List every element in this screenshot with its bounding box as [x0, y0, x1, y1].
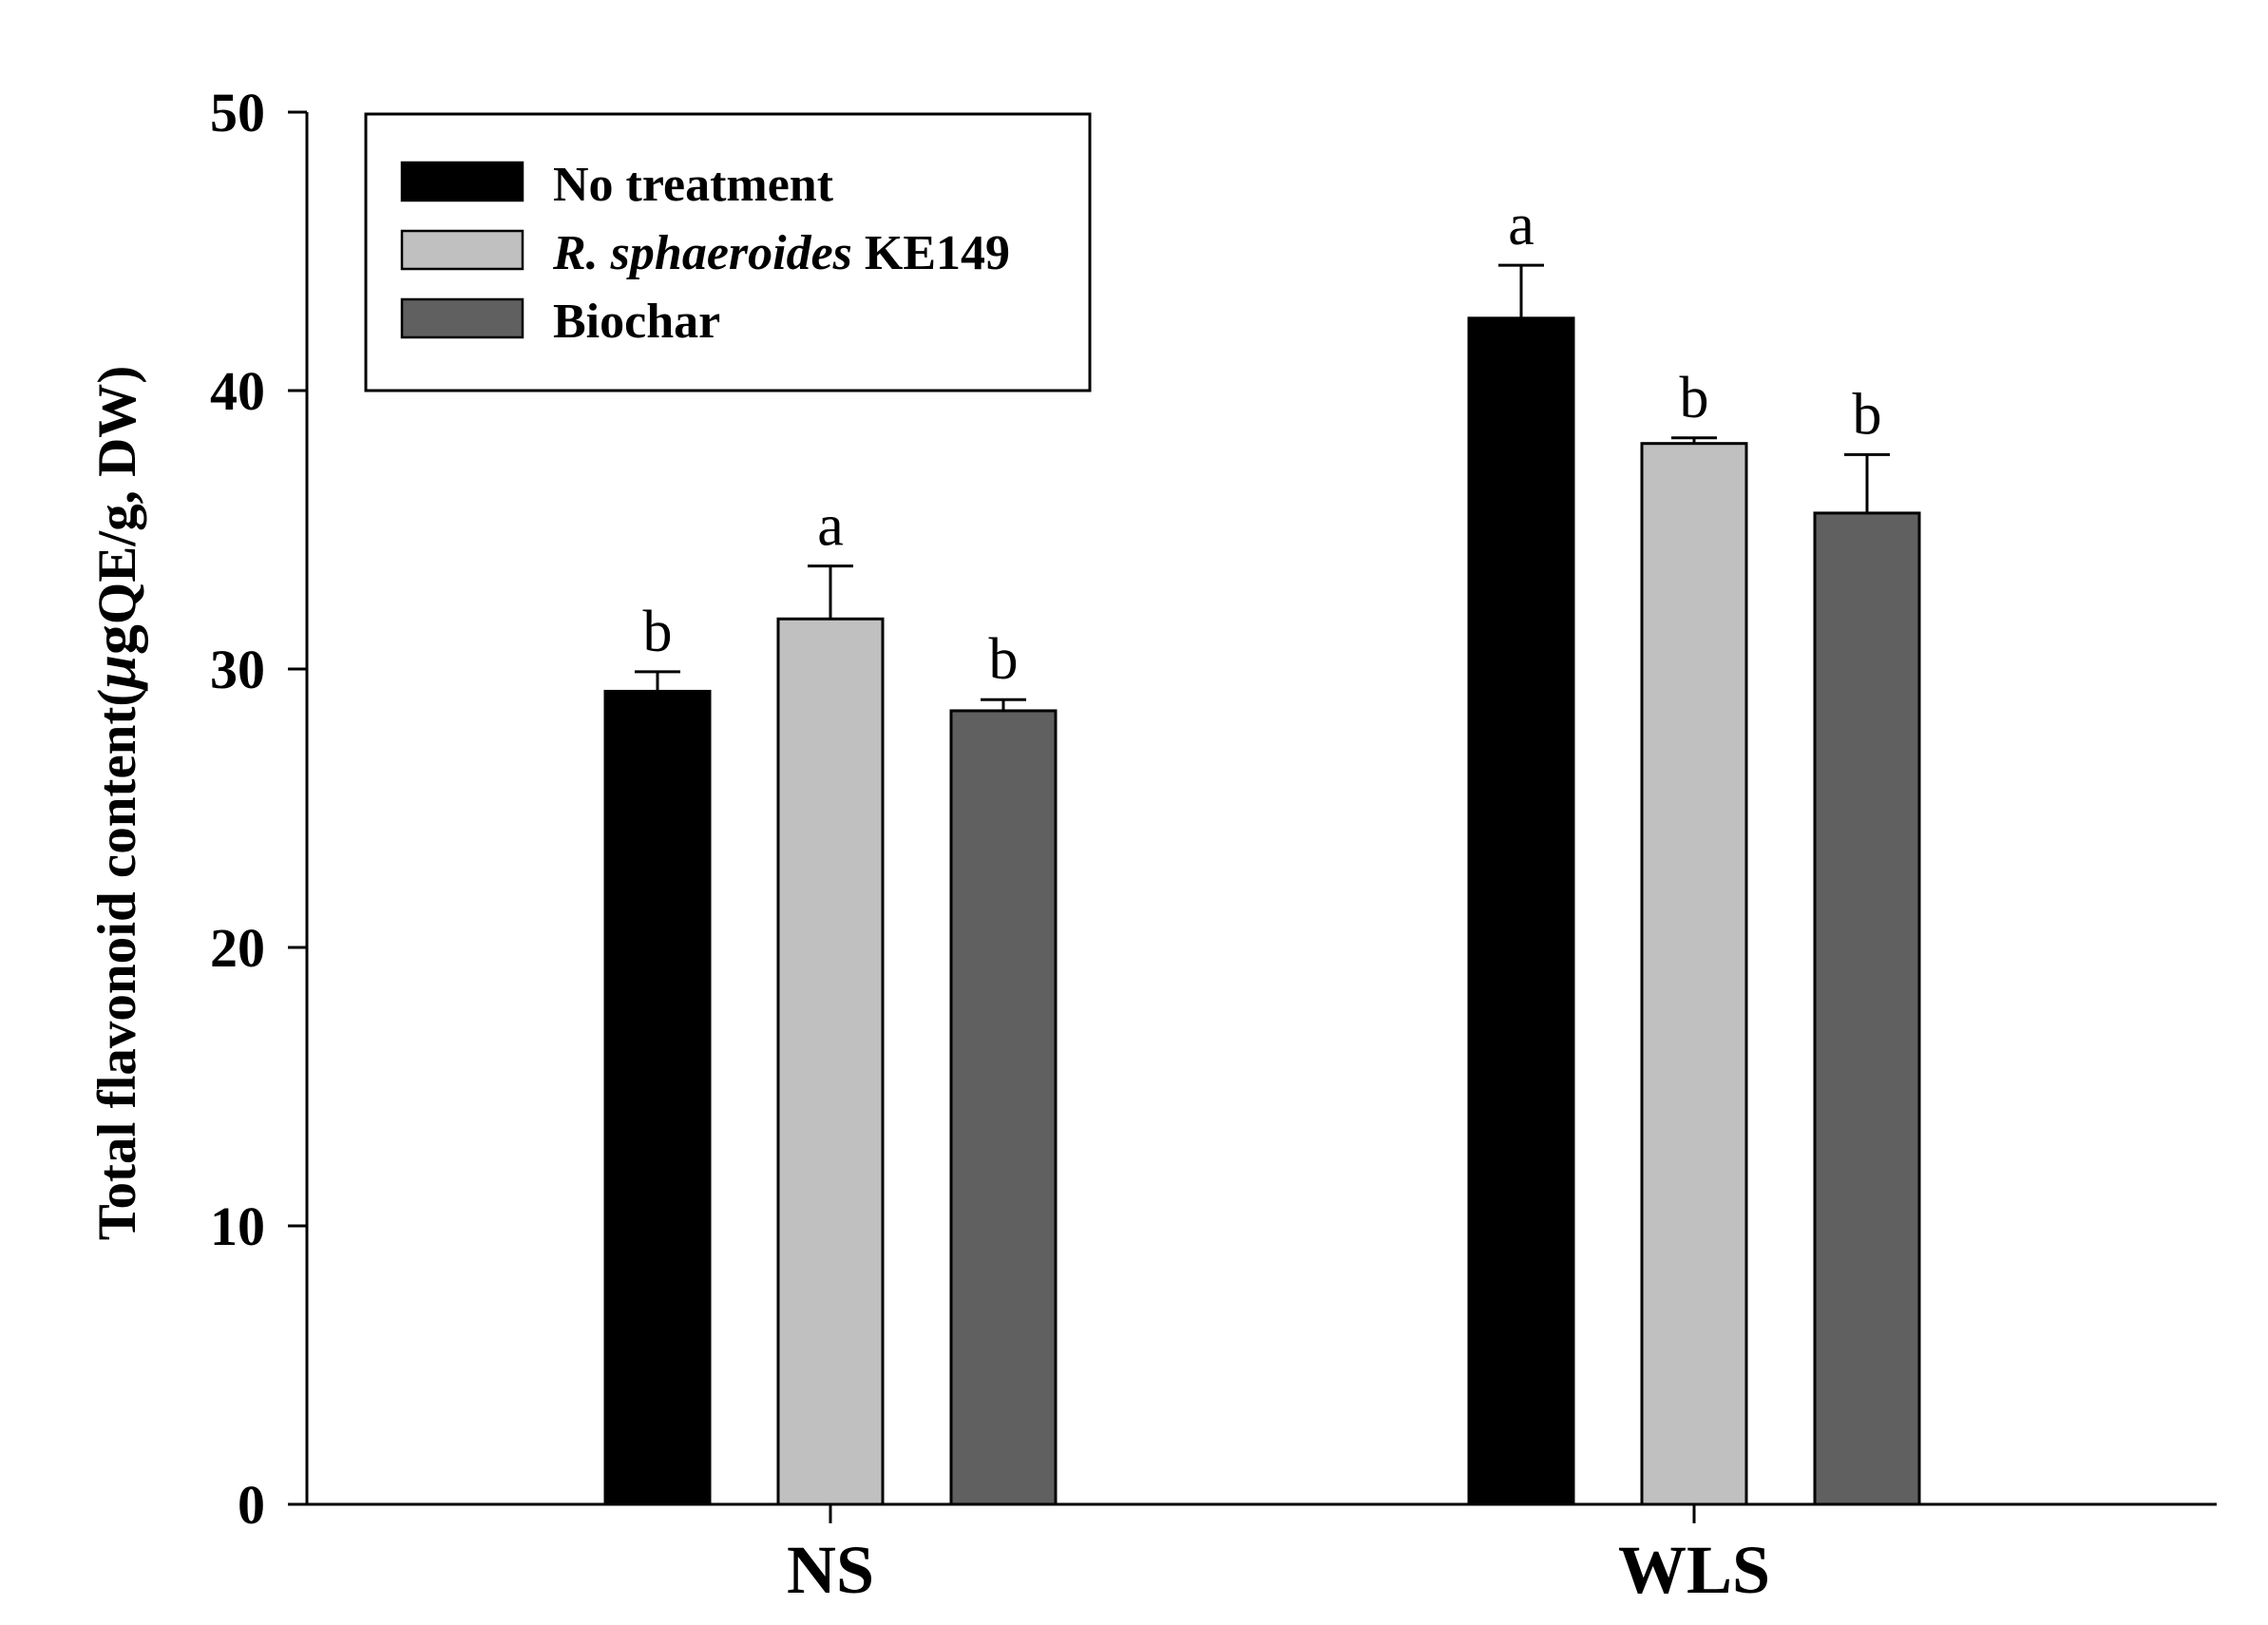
significance-label: a: [817, 494, 844, 559]
y-tick-label: 30: [210, 639, 265, 700]
legend-swatch-r-sphaeroides: [400, 229, 524, 271]
y-tick-label: 50: [210, 82, 265, 143]
y-tick-label: 0: [238, 1474, 265, 1536]
legend-label-no-treatment: No treatment: [553, 158, 834, 212]
legend-label-r-sphaeroides-strain: KE149: [865, 226, 1010, 280]
y-tick-label: 20: [210, 917, 265, 979]
legend-label-r-sphaeroides: R. sphaeroides KE149: [552, 226, 1010, 280]
y-tick-label: 40: [210, 360, 265, 422]
y-axis-title-prefix: Total flavonoid content(: [87, 689, 147, 1241]
legend-label-r-sphaeroides-italic: R. sphaeroides: [552, 226, 852, 280]
bar-ns-no-treatment: [603, 689, 712, 1506]
bar-wls-r-sphaeroides-ke149: [1640, 442, 1748, 1506]
y-axis-title: Total flavonoid content(μgQE/g, DW): [81, 366, 148, 1241]
bar-ns-biochar: [949, 709, 1058, 1506]
bar-wls-biochar: [1813, 511, 1921, 1506]
x-tick-label-wls: WLS: [1618, 1532, 1770, 1608]
y-tick-label: 10: [210, 1195, 265, 1257]
significance-label: a: [1508, 193, 1534, 258]
bar-ns-r-sphaeroides-ke149: [776, 617, 885, 1506]
y-axis-title-mu: μ: [81, 655, 148, 692]
legend: No treatment R. sphaeroides KE149 Biocha…: [364, 112, 1092, 392]
legend-swatch-biochar: [400, 297, 524, 339]
significance-label: b: [643, 600, 673, 664]
axes: 0 10 20 30 40 50 NS WLS: [210, 82, 2217, 1608]
significance-label: b: [1680, 366, 1709, 430]
bars: [603, 263, 1921, 1506]
bar-wls-no-treatment: [1467, 316, 1575, 1506]
legend-label-biochar: Biochar: [553, 295, 720, 349]
y-axis-title-g: g: [81, 624, 148, 655]
labels: b a a b b b: [643, 193, 1882, 692]
legend-swatch-no-treatment: [400, 161, 524, 202]
significance-label: b: [1853, 382, 1882, 447]
x-tick-label-ns: NS: [787, 1532, 874, 1608]
significance-label: b: [989, 627, 1019, 692]
y-axis-title-suffix: QE/g, DW): [87, 366, 147, 624]
